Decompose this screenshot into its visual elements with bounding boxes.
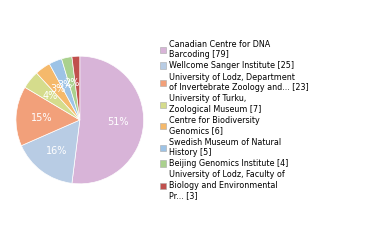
Wedge shape — [25, 73, 80, 120]
Text: 4%: 4% — [43, 91, 58, 101]
Text: 16%: 16% — [46, 146, 68, 156]
Wedge shape — [36, 64, 80, 120]
Text: 15%: 15% — [31, 113, 52, 123]
Text: 51%: 51% — [107, 117, 129, 127]
Wedge shape — [72, 56, 144, 184]
Text: 2%: 2% — [64, 78, 80, 88]
Legend: Canadian Centre for DNA
Barcoding [79], Wellcome Sanger Institute [25], Universi: Canadian Centre for DNA Barcoding [79], … — [160, 40, 309, 200]
Wedge shape — [72, 56, 80, 120]
Wedge shape — [62, 57, 80, 120]
Wedge shape — [21, 120, 80, 183]
Text: 3%: 3% — [57, 80, 73, 90]
Wedge shape — [16, 87, 80, 146]
Wedge shape — [49, 59, 80, 120]
Text: 3%: 3% — [50, 84, 65, 94]
